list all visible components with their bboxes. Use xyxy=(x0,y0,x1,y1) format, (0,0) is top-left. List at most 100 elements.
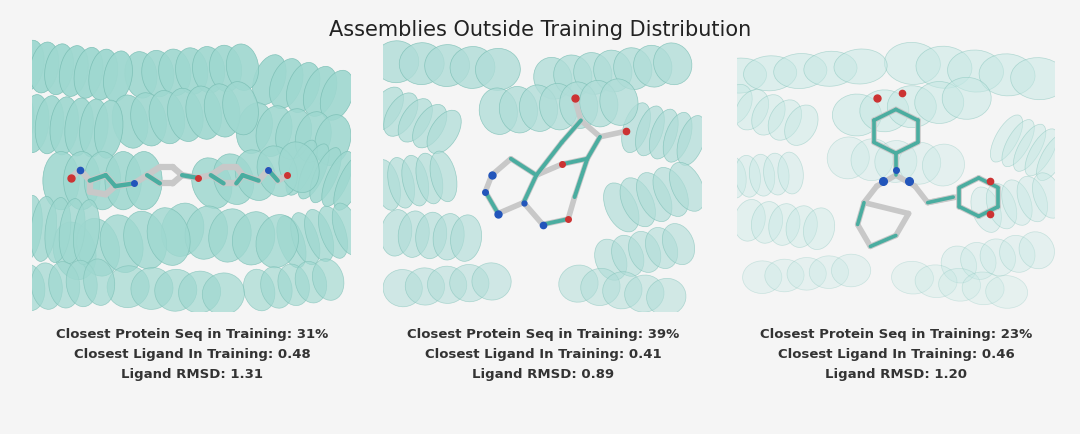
Ellipse shape xyxy=(295,262,326,303)
Ellipse shape xyxy=(305,210,334,262)
Ellipse shape xyxy=(1025,129,1057,177)
Ellipse shape xyxy=(383,270,422,307)
Ellipse shape xyxy=(319,207,348,259)
Ellipse shape xyxy=(427,111,461,155)
Ellipse shape xyxy=(84,152,121,210)
Ellipse shape xyxy=(176,49,207,95)
Ellipse shape xyxy=(405,268,445,306)
Ellipse shape xyxy=(714,59,767,94)
Ellipse shape xyxy=(83,260,114,306)
Ellipse shape xyxy=(310,148,341,203)
Ellipse shape xyxy=(899,143,941,185)
Ellipse shape xyxy=(94,101,123,159)
Ellipse shape xyxy=(178,272,220,313)
Ellipse shape xyxy=(558,266,598,302)
Ellipse shape xyxy=(16,196,42,261)
Ellipse shape xyxy=(827,138,869,179)
Ellipse shape xyxy=(534,58,572,100)
Ellipse shape xyxy=(59,199,85,264)
Ellipse shape xyxy=(381,210,411,256)
Ellipse shape xyxy=(312,259,343,301)
Ellipse shape xyxy=(834,50,887,85)
Ellipse shape xyxy=(15,41,44,92)
Ellipse shape xyxy=(191,158,232,209)
Ellipse shape xyxy=(785,106,818,146)
Ellipse shape xyxy=(214,155,254,205)
Ellipse shape xyxy=(413,105,447,148)
Ellipse shape xyxy=(275,109,312,160)
Ellipse shape xyxy=(915,82,963,124)
Ellipse shape xyxy=(875,141,917,183)
Ellipse shape xyxy=(131,93,166,147)
Ellipse shape xyxy=(222,82,258,135)
Ellipse shape xyxy=(752,202,783,243)
Ellipse shape xyxy=(653,44,692,85)
Ellipse shape xyxy=(256,106,292,157)
Ellipse shape xyxy=(334,156,365,211)
Ellipse shape xyxy=(64,152,100,210)
Ellipse shape xyxy=(480,89,517,135)
Ellipse shape xyxy=(768,101,801,141)
Ellipse shape xyxy=(192,47,225,94)
Ellipse shape xyxy=(80,100,108,158)
Ellipse shape xyxy=(752,95,785,136)
Ellipse shape xyxy=(892,262,933,294)
Ellipse shape xyxy=(53,223,96,280)
Ellipse shape xyxy=(59,46,89,97)
Ellipse shape xyxy=(595,240,627,281)
Ellipse shape xyxy=(1000,236,1035,273)
Ellipse shape xyxy=(663,113,692,163)
Ellipse shape xyxy=(89,50,118,101)
Ellipse shape xyxy=(149,91,185,145)
Ellipse shape xyxy=(1032,173,1063,219)
Ellipse shape xyxy=(971,187,1001,233)
Ellipse shape xyxy=(141,51,174,98)
Ellipse shape xyxy=(786,206,818,248)
Ellipse shape xyxy=(208,209,252,263)
Ellipse shape xyxy=(942,78,991,120)
Ellipse shape xyxy=(769,204,800,246)
Ellipse shape xyxy=(735,90,769,131)
Ellipse shape xyxy=(400,43,444,85)
Ellipse shape xyxy=(941,247,976,283)
Ellipse shape xyxy=(253,56,286,105)
Ellipse shape xyxy=(980,239,1015,276)
Ellipse shape xyxy=(77,219,120,276)
Ellipse shape xyxy=(430,152,457,202)
Ellipse shape xyxy=(14,265,45,311)
Ellipse shape xyxy=(416,213,447,259)
Ellipse shape xyxy=(315,115,351,166)
Ellipse shape xyxy=(125,53,157,99)
Ellipse shape xyxy=(720,157,746,199)
Ellipse shape xyxy=(649,110,678,160)
Ellipse shape xyxy=(154,270,197,312)
Ellipse shape xyxy=(573,53,612,95)
Ellipse shape xyxy=(624,276,664,312)
Ellipse shape xyxy=(653,168,688,217)
Ellipse shape xyxy=(939,269,981,302)
Ellipse shape xyxy=(916,47,972,89)
Ellipse shape xyxy=(860,91,909,132)
Ellipse shape xyxy=(1037,134,1069,181)
Ellipse shape xyxy=(960,243,996,280)
Ellipse shape xyxy=(962,273,1004,305)
Ellipse shape xyxy=(915,265,957,298)
Ellipse shape xyxy=(112,96,148,149)
Ellipse shape xyxy=(750,155,774,197)
Ellipse shape xyxy=(159,50,191,96)
Ellipse shape xyxy=(734,200,766,242)
Ellipse shape xyxy=(416,154,443,204)
Ellipse shape xyxy=(519,86,557,132)
Ellipse shape xyxy=(278,264,309,306)
Ellipse shape xyxy=(670,163,705,212)
Ellipse shape xyxy=(104,52,133,102)
Ellipse shape xyxy=(167,89,203,142)
Ellipse shape xyxy=(1017,177,1048,222)
Ellipse shape xyxy=(256,215,298,268)
Ellipse shape xyxy=(677,116,706,166)
Ellipse shape xyxy=(804,208,835,250)
Ellipse shape xyxy=(374,42,419,83)
Ellipse shape xyxy=(604,184,639,232)
Ellipse shape xyxy=(629,232,661,273)
Ellipse shape xyxy=(647,279,686,316)
